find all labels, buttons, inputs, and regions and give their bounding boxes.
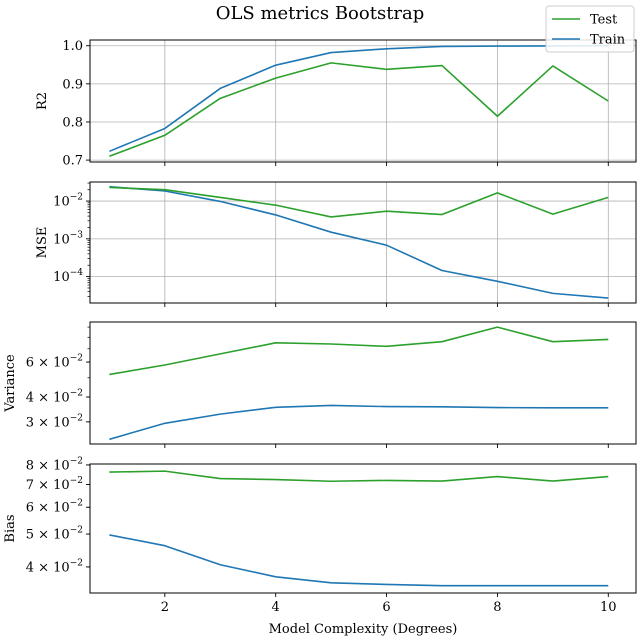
series-test-line xyxy=(109,186,609,218)
x-axis-label: Model Complexity (Degrees) xyxy=(269,622,458,637)
y-tick-label: 6 × 10−2 xyxy=(26,499,83,516)
x-tick-label: 4 xyxy=(272,600,280,615)
panel-variance: 6 × 10−2 4 × 10−2 3 × 10−2 Variance xyxy=(3,321,637,448)
panel-frame xyxy=(89,321,637,445)
y-tick-label: 7 × 10−2 xyxy=(26,476,83,493)
panel-frame xyxy=(89,181,637,304)
series-train-line xyxy=(109,404,609,441)
series-test-line xyxy=(109,326,609,376)
legend-test-label: Test xyxy=(590,13,618,28)
y-tick-label: 0.8 xyxy=(62,115,83,130)
y-tick-label: 10−4 xyxy=(53,268,83,285)
y-tick-label: 5 × 10−2 xyxy=(26,526,83,543)
y-axis-label-bias: Bias xyxy=(3,514,18,542)
panel-frame xyxy=(89,463,637,594)
legend-train-label: Train xyxy=(590,33,626,48)
y-tick-label: 4 × 10−2 xyxy=(26,558,83,575)
series-train-line xyxy=(109,44,609,153)
y-axis-label-r2: R2 xyxy=(35,92,50,110)
y-tick-label: 10−3 xyxy=(53,230,83,247)
panel-bias: 8 × 10−2 7 × 10−2 6 × 10−2 5 × 10−2 4 × 10−2… xyxy=(3,456,637,615)
y-axis-label-variance: Variance xyxy=(3,354,18,413)
panel-r2: 0.7 0.8 0.9 1.0 R2 xyxy=(35,39,637,169)
chart-title: OLS metrics Bootstrap xyxy=(216,3,425,24)
series-train-line xyxy=(109,534,609,587)
x-tick-label: 2 xyxy=(161,600,169,615)
x-tick-label: 10 xyxy=(600,600,617,615)
y-tick-label: 8 × 10−2 xyxy=(26,456,83,473)
y-tick-label: 6 × 10−2 xyxy=(26,354,83,371)
panel-frame xyxy=(89,39,637,163)
x-tick-label: 6 xyxy=(382,600,390,615)
y-tick-label: 0.9 xyxy=(62,77,83,92)
y-tick-label: 10−2 xyxy=(53,193,83,210)
y-tick-label: 4 × 10−2 xyxy=(26,389,83,406)
y-axis-label-mse: MSE xyxy=(35,227,50,259)
y-tick-label: 1.0 xyxy=(62,39,83,54)
y-tick-label: 0.7 xyxy=(62,154,83,169)
y-tick-label: 3 × 10−2 xyxy=(26,413,83,430)
legend-box xyxy=(545,5,635,53)
x-tick-label: 8 xyxy=(493,600,501,615)
series-test-line xyxy=(109,62,609,158)
series-test-line xyxy=(109,470,609,483)
series-train-line xyxy=(109,185,609,299)
legend: Test Train xyxy=(545,5,635,53)
